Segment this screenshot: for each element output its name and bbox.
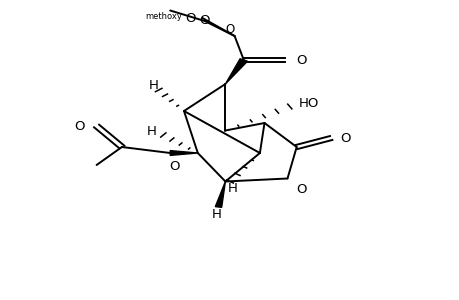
Text: O: O bbox=[296, 183, 307, 196]
Text: H: H bbox=[211, 208, 221, 221]
Text: methoxy: methoxy bbox=[145, 12, 181, 21]
Text: H: H bbox=[149, 79, 159, 92]
Polygon shape bbox=[215, 182, 225, 207]
Text: O: O bbox=[296, 53, 307, 67]
Text: O: O bbox=[185, 11, 196, 25]
Text: O: O bbox=[169, 160, 179, 173]
Text: O: O bbox=[74, 119, 85, 133]
Text: HO: HO bbox=[298, 97, 319, 110]
Text: O: O bbox=[225, 23, 234, 36]
Text: O: O bbox=[199, 14, 209, 28]
Text: H: H bbox=[146, 125, 157, 139]
Polygon shape bbox=[225, 59, 247, 84]
Text: H: H bbox=[227, 182, 237, 196]
Text: O: O bbox=[340, 131, 350, 145]
Polygon shape bbox=[170, 151, 197, 155]
